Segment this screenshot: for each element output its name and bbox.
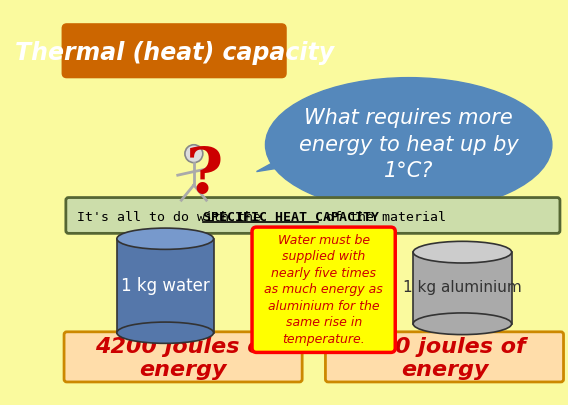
Text: 1 kg water: 1 kg water: [121, 277, 210, 295]
Ellipse shape: [117, 322, 214, 343]
FancyBboxPatch shape: [64, 332, 302, 382]
FancyBboxPatch shape: [252, 227, 395, 352]
Bar: [117, 239, 214, 333]
Text: 4200 joules of
energy: 4200 joules of energy: [94, 337, 272, 380]
Ellipse shape: [413, 241, 512, 263]
Text: Water must be
supplied with
nearly five times
as much energy as
aluminium for th: Water must be supplied with nearly five …: [264, 234, 383, 346]
Text: ?: ?: [186, 145, 223, 206]
Circle shape: [185, 145, 203, 163]
FancyBboxPatch shape: [66, 198, 560, 233]
FancyBboxPatch shape: [325, 332, 563, 382]
Text: of the material: of the material: [318, 211, 446, 224]
FancyBboxPatch shape: [62, 24, 286, 78]
Text: SPECIFIC HEAT CAPACITY: SPECIFIC HEAT CAPACITY: [203, 211, 379, 224]
Text: It's all to do with the: It's all to do with the: [77, 211, 269, 224]
Polygon shape: [257, 151, 301, 172]
Bar: [413, 252, 512, 324]
Text: 900 joules of
energy: 900 joules of energy: [364, 337, 525, 380]
Text: What requires more
energy to heat up by
1°C?: What requires more energy to heat up by …: [299, 109, 519, 181]
Text: Thermal (heat) capacity: Thermal (heat) capacity: [15, 41, 334, 66]
Ellipse shape: [413, 313, 512, 335]
Text: 1 kg aluminium: 1 kg aluminium: [403, 280, 522, 296]
Ellipse shape: [117, 228, 214, 249]
Ellipse shape: [265, 78, 552, 212]
